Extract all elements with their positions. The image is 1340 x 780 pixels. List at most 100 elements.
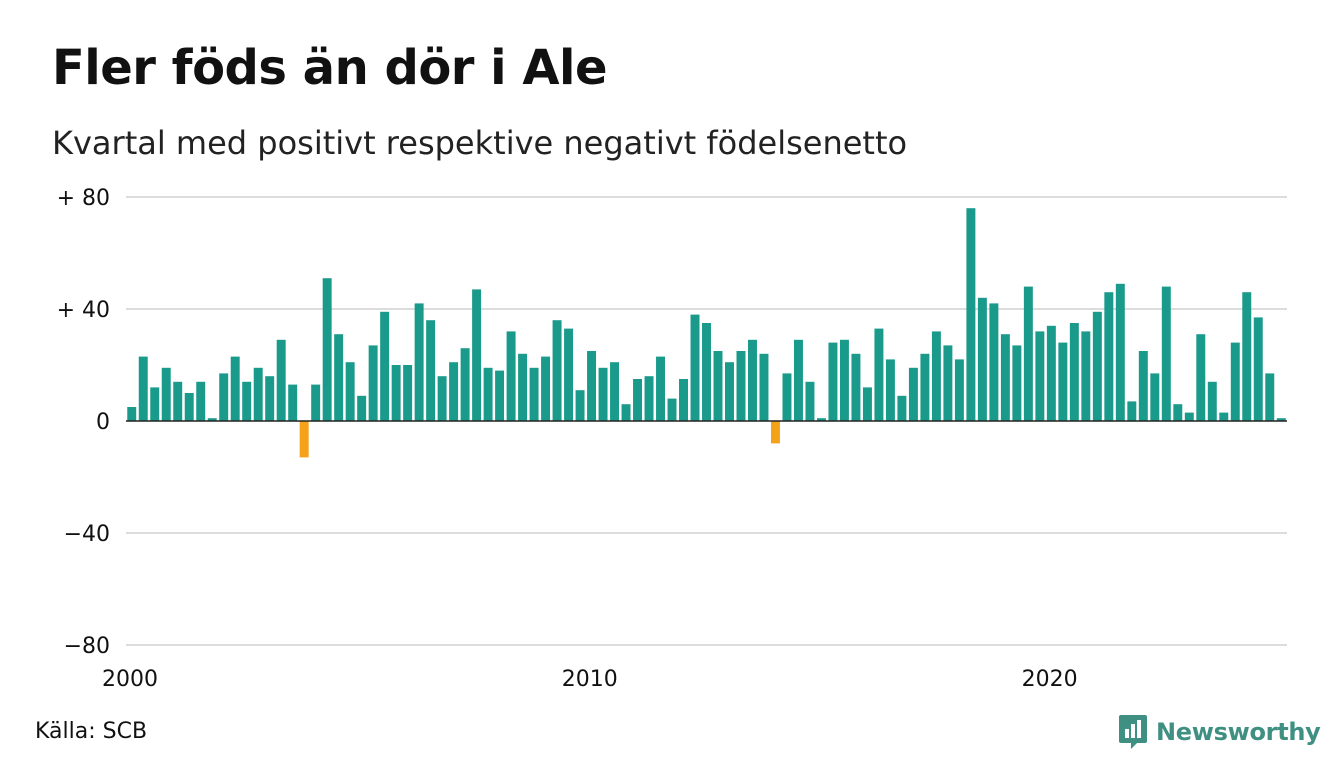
brand-logo: Newsworthy (1118, 714, 1321, 750)
bar-positive (380, 311, 390, 421)
bar-chart: + 80 + 40 0 −40 −80 2000 2010 2020 (57, 186, 1287, 692)
bar-positive (311, 384, 321, 421)
bar-positive (564, 328, 574, 421)
y-tick-label: + 40 (57, 298, 110, 323)
bar-positive (667, 398, 677, 421)
bar-positive (184, 393, 194, 421)
source-note: Källa: SCB (35, 719, 148, 744)
gridlines (126, 196, 1287, 646)
bar-positive (242, 381, 252, 421)
bar-positive (1184, 412, 1194, 421)
bar-positive (288, 384, 298, 421)
bar-positive (633, 379, 643, 421)
bar-positive (334, 334, 344, 421)
bar-positive (966, 208, 976, 421)
bar-positive (518, 353, 528, 421)
bar-positive (1138, 351, 1148, 421)
bar-positive (782, 373, 792, 421)
bar-positive (1173, 404, 1183, 421)
bar-positive (150, 387, 160, 421)
bar-positive (414, 303, 424, 421)
bar-positive (897, 395, 907, 421)
bar-positive (403, 365, 413, 421)
bar-positive (1092, 311, 1102, 421)
x-tick-label: 2000 (102, 667, 158, 692)
bar-positive (322, 278, 332, 421)
bar-positive (1012, 345, 1022, 421)
bar-positive (1196, 334, 1206, 421)
brand-name: Newsworthy (1156, 718, 1321, 746)
bar-positive (1127, 401, 1137, 421)
bar-positive (345, 362, 355, 421)
bar-positive (977, 297, 987, 421)
y-axis-labels: + 80 + 40 0 −40 −80 (57, 186, 110, 659)
newsworthy-logo-icon (1119, 715, 1147, 749)
bar-negative (770, 421, 780, 444)
chart-title: Fler föds än dör i Ale (52, 40, 608, 96)
y-tick-label: −40 (64, 522, 110, 547)
bar-negative (299, 421, 309, 458)
bar-positive (954, 359, 964, 421)
bar-positive (759, 353, 769, 421)
bar-positive (426, 320, 436, 421)
bar-positive (1000, 334, 1010, 421)
bar-positive (1023, 286, 1033, 421)
bar-positive (621, 404, 631, 421)
x-tick-label: 2020 (1022, 667, 1078, 692)
bar-positive (1242, 292, 1252, 421)
bar-positive (747, 339, 757, 421)
bar-positive (610, 362, 620, 421)
bar-positive (828, 342, 838, 421)
bar-positive (196, 381, 206, 421)
bar-positive (1046, 325, 1056, 421)
bar-positive (989, 303, 999, 421)
bar-positive (541, 356, 551, 421)
bar-positive (874, 328, 884, 421)
bar-positive (1069, 323, 1079, 421)
bar-positive (839, 339, 849, 421)
x-axis-labels: 2000 2010 2020 (102, 667, 1078, 692)
bar-positive (127, 407, 137, 421)
bar-positive (575, 390, 585, 421)
bar-positive (357, 395, 367, 421)
y-tick-label: 0 (96, 410, 110, 435)
bar-positive (368, 345, 378, 421)
bar-positive (644, 376, 654, 421)
bar-positive (656, 356, 666, 421)
bar-positive (230, 356, 240, 421)
bar-positive (931, 331, 941, 421)
chart-subtitle: Kvartal med positivt respektive negativt… (52, 124, 908, 162)
bar-positive (1161, 286, 1171, 421)
bar-positive (207, 418, 217, 421)
bar-positive (173, 381, 183, 421)
bar-positive (1207, 381, 1217, 421)
bar-positive (483, 367, 493, 421)
bar-positive (1219, 412, 1229, 421)
bar-positive (862, 387, 872, 421)
bar-positive (920, 353, 930, 421)
bar-positive (943, 345, 953, 421)
bar-positive (736, 351, 746, 421)
bar-positive (702, 323, 711, 421)
bar-positive (529, 367, 539, 421)
bar-positive (598, 367, 608, 421)
bar-positive (253, 367, 263, 421)
bar-positive (816, 418, 826, 421)
x-tick-label: 2010 (562, 667, 618, 692)
bar-positive (1150, 373, 1160, 421)
bar-positive (713, 351, 723, 421)
bar-positive (908, 367, 918, 421)
bar-positive (1104, 292, 1114, 421)
bar-positive (725, 362, 734, 421)
bar-positive (552, 320, 562, 421)
bar-positive (851, 353, 861, 421)
bar-positive (1265, 373, 1275, 421)
bar-positive (138, 356, 148, 421)
bar-positive (587, 351, 597, 421)
bars (127, 208, 1286, 458)
bar-positive (161, 367, 171, 421)
bar-positive (472, 289, 482, 421)
bar-positive (1253, 317, 1263, 421)
y-tick-label: + 80 (57, 186, 110, 211)
bar-positive (885, 359, 895, 421)
